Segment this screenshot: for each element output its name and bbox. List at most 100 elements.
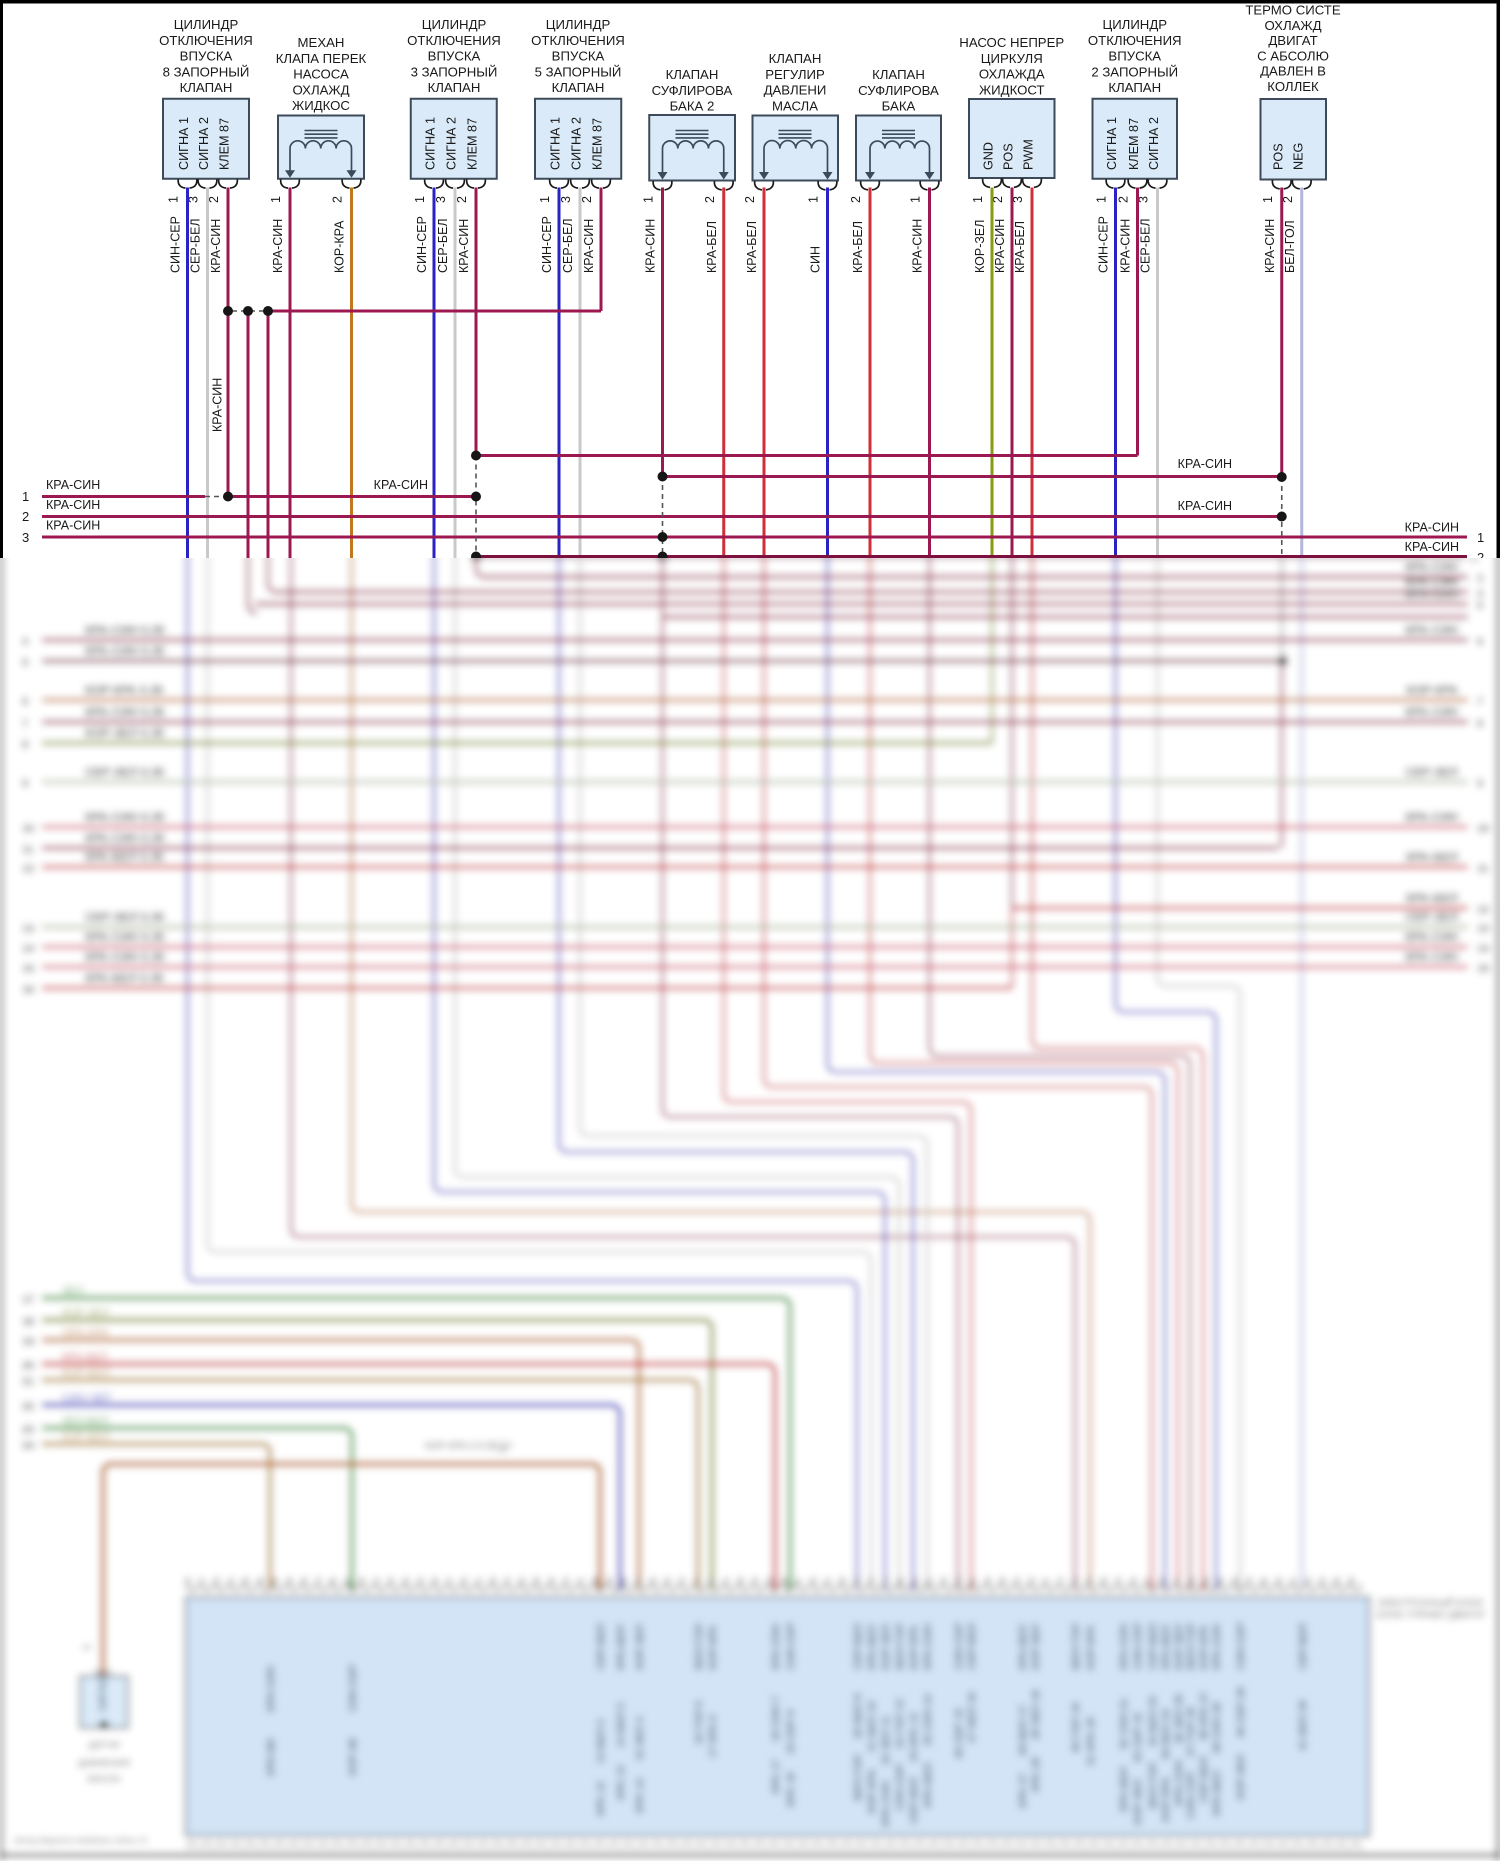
svg-text:77: 77 (694, 1577, 701, 1585)
svg-text:КРА-СИН 0.35: КРА-СИН 0.35 (85, 705, 165, 719)
svg-text:35: 35 (607, 1577, 614, 1585)
svg-text:КРА-СИН: КРА-СИН (1405, 810, 1458, 824)
svg-text:БЛОК УПРАВЛ ДВИГАТ: БЛОК УПРАВЛ ДВИГАТ (1377, 1610, 1486, 1621)
svg-text:СЕР-БЕЛ: СЕР-БЕЛ (1198, 1756, 1210, 1803)
svg-text:47: 47 (447, 1577, 454, 1585)
svg-text:СИГНА 2: СИГНА 2 (1147, 117, 1161, 170)
svg-text:11: 11 (927, 1577, 934, 1585)
svg-text:КЛЕМ 87: КЛЕМ 87 (218, 118, 232, 170)
svg-text:12: 12 (1477, 904, 1489, 916)
svg-text:КОР-ЗЕЛ: КОР-ЗЕЛ (1132, 1779, 1144, 1825)
svg-text:1: 1 (1261, 196, 1275, 203)
svg-text:12: 12 (374, 1577, 381, 1585)
svg-text:46: 46 (1000, 1577, 1007, 1585)
svg-text:36 ЗЕЛ 25: 36 ЗЕЛ 25 (1173, 1694, 1185, 1744)
svg-text:КРА-СИН: КРА-СИН (271, 219, 285, 273)
svg-text:СЕР-БЕЛ: СЕР-БЕЛ (966, 1623, 978, 1670)
svg-text:СЕР-ЗЕЛ 0.35: СЕР-ЗЕЛ 0.35 (85, 910, 165, 924)
svg-text:2: 2 (849, 196, 863, 203)
svg-text:СИГНА 2: СИГНА 2 (570, 117, 584, 170)
svg-text:34 БЕЛ 23: 34 БЕЛ 23 (1147, 1696, 1159, 1747)
svg-text:КРА 14: КРА 14 (634, 1778, 646, 1813)
svg-text:СИГНА 1: СИГНА 1 (1105, 117, 1119, 170)
svg-text:91: 91 (723, 1577, 730, 1585)
svg-text:30: 30 (782, 1577, 789, 1585)
svg-text:ДАТЧИ: ДАТЧИ (89, 1740, 120, 1751)
svg-text:1: 1 (971, 196, 985, 203)
svg-text:1: 1 (642, 196, 656, 203)
svg-text:3: 3 (1477, 573, 1483, 585)
svg-text:89: 89 (534, 1577, 541, 1585)
svg-text:КОР-КРА: КОР-КРА (1406, 683, 1458, 697)
svg-text:КРА 13: КРА 13 (615, 1765, 627, 1800)
svg-text:67: 67 (1043, 1577, 1050, 1585)
svg-text:СЕР-БЕЛ: СЕР-БЕЛ (1297, 1623, 1309, 1670)
svg-text:СИН-СЕР: СИН-СЕР (1132, 1622, 1144, 1670)
svg-text:1: 1 (269, 196, 283, 203)
svg-text:37 ГОЛ 26: 37 ГОЛ 26 (1185, 1707, 1197, 1757)
svg-text:81: 81 (1073, 1577, 1080, 1585)
svg-text:СИГНА 1: СИГНА 1 (177, 117, 191, 170)
svg-text:19 СЕР 8: 19 СЕР 8 (785, 1710, 797, 1755)
svg-text:34: 34 (1160, 1577, 1167, 1585)
svg-text:20: 20 (1131, 1577, 1138, 1585)
svg-text:КРА-СИН: КРА-СИН (1405, 521, 1459, 535)
svg-text:19: 19 (22, 1336, 34, 1348)
svg-text:2: 2 (207, 196, 221, 203)
svg-text:27: 27 (1145, 1577, 1152, 1585)
svg-text:63: 63 (665, 1577, 672, 1585)
svg-text:КРА-СИН: КРА-СИН (46, 498, 100, 512)
svg-text:КРА-СИН: КРА-СИН (1405, 623, 1458, 637)
svg-text:КРА-СИН 0.35: КРА-СИН 0.35 (85, 644, 165, 658)
svg-text:3: 3 (1137, 196, 1151, 203)
svg-text:65: 65 (854, 1577, 861, 1585)
svg-text:КРА-СИН: КРА-СИН (457, 219, 471, 273)
svg-text:1: 1 (538, 196, 552, 203)
svg-text:38: 38 (243, 1577, 250, 1585)
svg-text:КЛАПАН: КЛАПАН (872, 67, 925, 82)
svg-text:ДАВЛЕНИ: ДАВЛЕНИ (764, 83, 827, 98)
svg-text:КРА-СИН: КРА-СИН (1118, 1624, 1130, 1670)
svg-text:2: 2 (1477, 550, 1484, 558)
svg-text:5: 5 (22, 657, 28, 669)
svg-text:КЛАПАН: КЛАПАН (769, 51, 822, 66)
svg-text:КРА-БЕЛ: КРА-БЕЛ (615, 1625, 627, 1671)
svg-text:ОХЛАЖДА: ОХЛАЖДА (979, 67, 1045, 82)
svg-text:2: 2 (991, 196, 1005, 203)
svg-text:75: 75 (505, 1577, 512, 1585)
svg-text:5: 5 (1477, 600, 1483, 612)
svg-text:КРА-СИН: КРА-СИН (46, 478, 100, 492)
svg-text:СИГНА 2: СИГНА 2 (197, 117, 211, 170)
svg-text:25: 25 (956, 1577, 963, 1585)
svg-text:КОР-ЗЕЛ: КОР-ЗЕЛ (62, 1307, 109, 1319)
svg-text:NEG: NEG (1291, 143, 1305, 170)
svg-text:12: 12 (22, 863, 34, 875)
svg-text:9: 9 (1477, 778, 1483, 790)
svg-text:7: 7 (22, 718, 28, 730)
svg-text:3 ЗАПОРНЫЙ: 3 ЗАПОРНЫЙ (411, 64, 498, 79)
svg-text:КРА 17: КРА 17 (770, 1759, 782, 1794)
svg-text:БЕЛ-ГОЛ: БЕЛ-ГОЛ (1185, 1623, 1197, 1670)
svg-text:27 БЕЛ 16: 27 БЕЛ 16 (966, 1692, 978, 1743)
svg-text:60: 60 (1029, 1577, 1036, 1585)
svg-text:СЕР-БЕЛ: СЕР-БЕЛ (852, 1623, 864, 1670)
svg-text:КОР-КРА: КОР-КРА (866, 1768, 878, 1814)
svg-text:СИГНА 2: СИГНА 2 (445, 117, 459, 170)
svg-text:13: 13 (1477, 923, 1489, 935)
svg-text:4: 4 (1477, 588, 1484, 600)
svg-text:КОР-КРА: КОР-КРА (1160, 1776, 1172, 1822)
svg-text:КРА-СИН: КРА-СИН (1178, 457, 1232, 471)
svg-text:56: 56 (651, 1577, 658, 1585)
svg-text:69: 69 (1233, 1577, 1240, 1585)
svg-text:СИН-СЕР: СИН-СЕР (1097, 216, 1111, 273)
svg-text:21 БЕЛ 10: 21 БЕЛ 10 (866, 1701, 878, 1752)
svg-text:2: 2 (1117, 196, 1131, 203)
svg-text:ВПУСКА: ВПУСКА (428, 49, 481, 64)
svg-text:16 ГОЛ 5: 16 ГОЛ 5 (693, 1700, 705, 1745)
svg-text:ЦИРКУЛЯ: ЦИРКУЛЯ (981, 51, 1043, 66)
svg-text:КЛАПАН: КЛАПАН (552, 80, 605, 95)
svg-text:КРА-СИН: КРА-СИН (1405, 705, 1458, 719)
svg-text:КЛЕМ 87: КЛЕМ 87 (591, 118, 605, 170)
svg-text:СИН-СЕР: СИН-СЕР (953, 1622, 965, 1670)
svg-text:КРА-СИН: КРА-СИН (209, 219, 223, 273)
